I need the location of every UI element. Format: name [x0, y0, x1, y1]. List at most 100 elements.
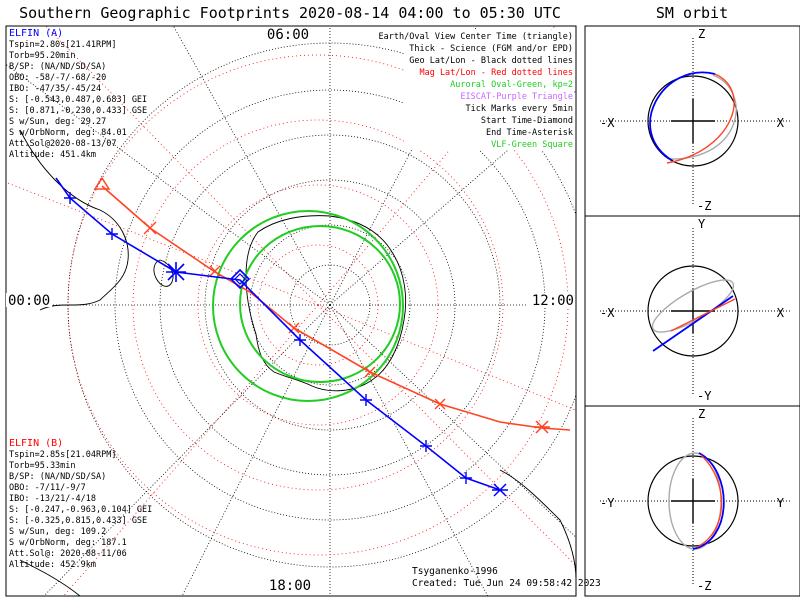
elfin-b-info: ELFIN (B)Tspin=2.85s[21.04RPM]Torb=95.33… — [9, 438, 152, 570]
elfin-a-line: Torb=95.20min — [9, 51, 76, 61]
africa-coast — [19, 559, 81, 596]
elfin-a-science-asterisk — [166, 262, 186, 282]
orbit-label-top: Z — [698, 407, 705, 421]
orbit-label-left: -X — [600, 306, 615, 320]
legend-bg — [404, 78, 574, 90]
elfin-a-tick — [460, 472, 472, 484]
elfin-a-tick — [420, 440, 432, 452]
elfin-b-track — [101, 185, 571, 431]
orbit-trace-b — [696, 454, 723, 548]
elfin-a-line: Altitude: 451.4km — [9, 150, 96, 160]
legend-item: Geo Lat/Lon - Black dotted lines — [409, 56, 573, 66]
orbit-trace-a — [649, 71, 716, 162]
map-area — [6, 26, 576, 596]
elfin-b-center-triangle — [93, 176, 111, 190]
orbit-earth — [647, 75, 739, 167]
elfin-b-tick — [434, 398, 446, 410]
elfin-b-line: Torb=95.33min — [9, 461, 76, 471]
legend-item: Thick - Science (FGM and/or EPD) — [409, 44, 573, 54]
elfin-b-line: OBO: -7/11/-9/7 — [9, 483, 86, 493]
orbit-label-top: Y — [698, 217, 706, 231]
orbit-label-bottom: -Y — [697, 389, 712, 403]
orbit-label-left: -X — [600, 116, 615, 130]
created-label: Created: Tue Jun 24 09:58:42 2023 — [412, 578, 601, 589]
legend: Earth/Oval View Center Time (triangle) Th… — [379, 30, 574, 150]
orbit-panels — [584, 25, 800, 597]
clock-label-bg — [262, 27, 310, 41]
clock-label-right: 12:00 — [532, 293, 574, 309]
orbit-trace-a — [692, 452, 725, 550]
elfin-a-start-diamond-inner — [234, 273, 246, 285]
elfin-a-line: IBO: -47/35/-45/24 — [9, 84, 101, 94]
elfin-b-line: S w/Sun, deg: 109.2 — [9, 527, 106, 537]
orbit-earth — [647, 455, 739, 547]
elfin-b-line: S w/OrbNorm, deg: 187.1 — [9, 538, 127, 548]
orbit-panel-yz-frame — [584, 405, 800, 597]
orbit-label-right: X — [777, 116, 785, 130]
orbit-panel-2: Z -Z -Y Y — [600, 407, 790, 593]
legend-bg — [404, 138, 574, 150]
elfin-b-title: ELFIN (B) — [9, 438, 63, 449]
elfin-a-line: S w/OrbNorm, deg: 84.01 — [9, 128, 127, 138]
legend-item: Earth/Oval View Center Time (triangle) — [379, 32, 573, 42]
elfin-a-tick — [106, 228, 118, 240]
south-america-coast — [499, 469, 576, 581]
elfin-a-line: S: [-0.543,0.487,0.683] GEI — [9, 95, 147, 105]
map-frame — [5, 25, 577, 597]
elfin-a-line: Att.Sol@2020-08-13/07 — [9, 139, 116, 149]
elfin-b-tick — [209, 265, 221, 277]
elfin-a-line: B/SP: (NA/ND/SD/SA) — [9, 62, 106, 72]
legend-bg — [404, 102, 574, 114]
legend-item: Mag Lat/Lon - Red dotted lines — [419, 68, 573, 78]
figure-title: Southern Geographic Footprints 2020-08-1… — [19, 4, 561, 22]
clock-label-left: 00:00 — [8, 293, 50, 309]
orbit-title: SM orbit — [656, 4, 728, 22]
legend-item: Tick Marks every 5min — [466, 104, 573, 114]
clock-label-top: 06:00 — [267, 27, 309, 43]
auroral-oval-outer — [212, 210, 404, 402]
elfin-a-line: S: [0.871,-0.230,0.433] GSE — [9, 106, 147, 116]
auroral-ovals — [212, 210, 404, 402]
legend-item: Auroral Oval-Green, kp=2 — [450, 80, 573, 90]
legend-bg — [404, 114, 574, 126]
clock-label-bg — [528, 293, 575, 307]
elfin-b-ticks — [143, 221, 446, 410]
legend-bg — [404, 90, 574, 102]
elfin-b-end-asterisk — [534, 420, 550, 434]
orbit-trace-b — [666, 73, 735, 164]
clock-label-bottom: 18:00 — [269, 578, 311, 594]
orbit-label-right: Y — [777, 496, 785, 510]
elfin-a-tick — [360, 394, 372, 406]
elfin-a-title: ELFIN (A) — [9, 28, 63, 39]
orbit-label-left: -Y — [600, 496, 615, 510]
elfin-a-info: ELFIN (A)Tspin=2.80s[21.41RPM]Torb=95.20… — [9, 28, 147, 160]
elfin-b-line: B/SP: (NA/ND/SD/SA) — [9, 472, 106, 482]
elfin-a-line: S w/Sun, deg: 29.27 — [9, 117, 106, 127]
orbit-panel-1: Y -Y -X X — [600, 217, 790, 403]
elfin-b-tick — [143, 221, 157, 235]
legend-item: End Time-Asterisk — [486, 128, 573, 138]
elfin-b-tick — [364, 366, 376, 378]
elfin-a-end-asterisk — [492, 483, 508, 497]
elfin-a-track — [55, 177, 501, 491]
elfin-b-line: IBO: -13/21/-4/18 — [9, 494, 96, 504]
orbit-label-bottom: -Z — [697, 579, 711, 593]
legend-item: Start Time-Diamond — [481, 116, 573, 126]
orbit-trace-b — [670, 298, 736, 332]
elfin-b-line: S: [-0.247,-0.963,0.104] GEI — [9, 505, 152, 515]
elfin-a-tick — [294, 334, 306, 346]
legend-item: EISCAT-Purple Triangle — [460, 92, 573, 102]
orbit-label-bottom: -Z — [697, 199, 711, 213]
clock-label-bg — [266, 578, 312, 592]
elfin-b-line: S: [-0.325,0.815,0.433] GSE — [9, 516, 147, 526]
orbit-earth — [647, 265, 739, 357]
legend-bg — [404, 42, 574, 54]
legend-bg — [404, 126, 574, 138]
elfin-a-ticks — [64, 192, 472, 484]
orbit-panel-0: Z -Z -X X — [600, 27, 790, 213]
orbit-label-right: X — [777, 306, 785, 320]
orbit-panels-content: Z -Z -X X Y -Y -X X Z -Z -Y Y — [600, 27, 790, 593]
legend-bg — [404, 54, 574, 66]
elfin-a-line: Tspin=2.80s[21.41RPM] — [9, 40, 116, 50]
